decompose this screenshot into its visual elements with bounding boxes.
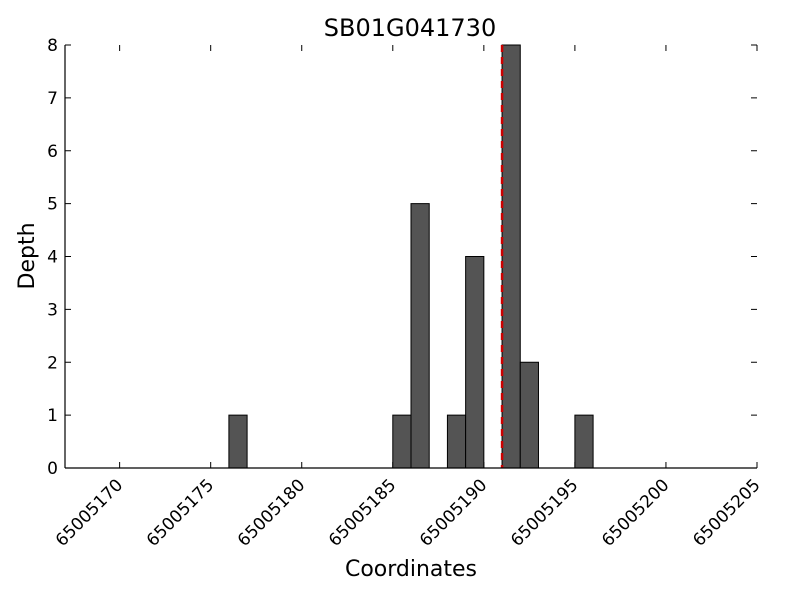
y-tick-label: 0 bbox=[47, 459, 58, 479]
y-tick-label: 2 bbox=[47, 353, 58, 373]
bar bbox=[446, 414, 467, 469]
x-tick-label: 65005195 bbox=[507, 475, 582, 550]
x-tick-label: 65005200 bbox=[598, 475, 673, 550]
x-tick-label: 65005190 bbox=[416, 475, 491, 550]
bar bbox=[501, 44, 521, 469]
axis-ticks: 0 1 2 3 4 5 6 7 8 65005170 65005175 65005180 6500518… bbox=[47, 36, 764, 551]
bar bbox=[465, 256, 485, 469]
y-tick-label: 7 bbox=[47, 89, 58, 109]
x-tick-label: 65005205 bbox=[689, 475, 764, 550]
bar bbox=[392, 414, 412, 469]
y-tick-label: 3 bbox=[47, 300, 58, 320]
y-tick-label: 1 bbox=[47, 406, 58, 426]
axes bbox=[64, 45, 757, 469]
bar bbox=[574, 414, 594, 469]
chart-title: SB01G041730 bbox=[324, 14, 496, 42]
bar bbox=[519, 361, 539, 469]
x-tick-label: 65005175 bbox=[143, 475, 218, 550]
y-tick-label: 6 bbox=[47, 142, 58, 162]
y-tick-label: 5 bbox=[47, 195, 58, 215]
x-tick-label: 65005180 bbox=[234, 475, 309, 550]
bars bbox=[228, 44, 594, 469]
bar bbox=[410, 203, 430, 469]
y-tick-label: 4 bbox=[47, 248, 58, 268]
x-tick-label: 65005185 bbox=[325, 475, 400, 550]
bar bbox=[228, 414, 248, 469]
x-axis-label: Coordinates bbox=[345, 557, 477, 582]
y-axis-label: Depth bbox=[15, 222, 40, 289]
x-tick-label: 65005170 bbox=[52, 475, 127, 550]
y-tick-label: 8 bbox=[47, 36, 58, 56]
